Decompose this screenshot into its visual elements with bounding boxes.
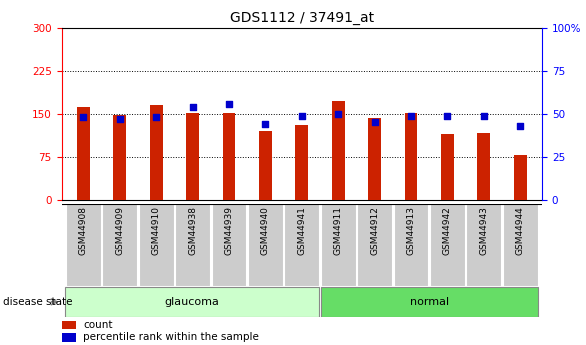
Point xyxy=(516,123,525,129)
Point xyxy=(479,113,489,118)
FancyBboxPatch shape xyxy=(357,204,392,286)
Text: GSM44940: GSM44940 xyxy=(261,206,270,255)
FancyBboxPatch shape xyxy=(175,204,210,286)
Bar xyxy=(478,133,490,200)
Bar xyxy=(368,118,381,200)
Point xyxy=(115,116,124,122)
Point xyxy=(152,115,161,120)
Text: GSM44910: GSM44910 xyxy=(152,206,161,255)
Bar xyxy=(114,115,126,200)
Text: GSM44912: GSM44912 xyxy=(370,206,379,255)
Point xyxy=(406,113,415,118)
FancyBboxPatch shape xyxy=(466,204,501,286)
FancyBboxPatch shape xyxy=(212,204,247,286)
Point xyxy=(188,104,197,110)
Bar xyxy=(223,113,236,200)
Text: GSM44938: GSM44938 xyxy=(188,206,197,255)
FancyBboxPatch shape xyxy=(321,287,539,317)
Bar xyxy=(62,321,76,329)
FancyBboxPatch shape xyxy=(65,287,319,317)
Text: GSM44944: GSM44944 xyxy=(516,206,524,255)
Text: glaucoma: glaucoma xyxy=(165,297,220,307)
FancyBboxPatch shape xyxy=(430,204,465,286)
Point xyxy=(79,115,88,120)
Point xyxy=(297,113,306,118)
Bar xyxy=(150,105,162,200)
Bar xyxy=(62,333,76,342)
Point xyxy=(224,101,234,106)
Bar xyxy=(441,134,454,200)
Bar xyxy=(295,125,308,200)
Bar xyxy=(404,113,417,200)
FancyBboxPatch shape xyxy=(103,204,137,286)
FancyBboxPatch shape xyxy=(66,204,101,286)
Bar xyxy=(332,101,345,200)
Point xyxy=(370,120,379,125)
Text: GSM44908: GSM44908 xyxy=(79,206,88,255)
Text: normal: normal xyxy=(410,297,449,307)
FancyBboxPatch shape xyxy=(139,204,173,286)
Text: disease state: disease state xyxy=(3,297,73,307)
Text: GSM44913: GSM44913 xyxy=(407,206,415,255)
FancyBboxPatch shape xyxy=(321,204,356,286)
Text: GSM44941: GSM44941 xyxy=(297,206,306,255)
FancyBboxPatch shape xyxy=(248,204,283,286)
Bar xyxy=(259,131,272,200)
Text: percentile rank within the sample: percentile rank within the sample xyxy=(83,333,259,342)
Text: GSM44909: GSM44909 xyxy=(115,206,124,255)
FancyBboxPatch shape xyxy=(394,204,428,286)
Text: GSM44939: GSM44939 xyxy=(224,206,233,255)
Bar xyxy=(77,107,90,200)
Point xyxy=(261,121,270,127)
Bar xyxy=(514,155,527,200)
Text: GSM44911: GSM44911 xyxy=(333,206,343,255)
Point xyxy=(333,111,343,117)
Text: count: count xyxy=(83,320,113,330)
Title: GDS1112 / 37491_at: GDS1112 / 37491_at xyxy=(230,11,374,25)
Text: GSM44942: GSM44942 xyxy=(443,206,452,255)
FancyBboxPatch shape xyxy=(503,204,538,286)
FancyBboxPatch shape xyxy=(284,204,319,286)
Bar xyxy=(186,113,199,200)
Point xyxy=(442,113,452,118)
Text: GSM44943: GSM44943 xyxy=(479,206,488,255)
